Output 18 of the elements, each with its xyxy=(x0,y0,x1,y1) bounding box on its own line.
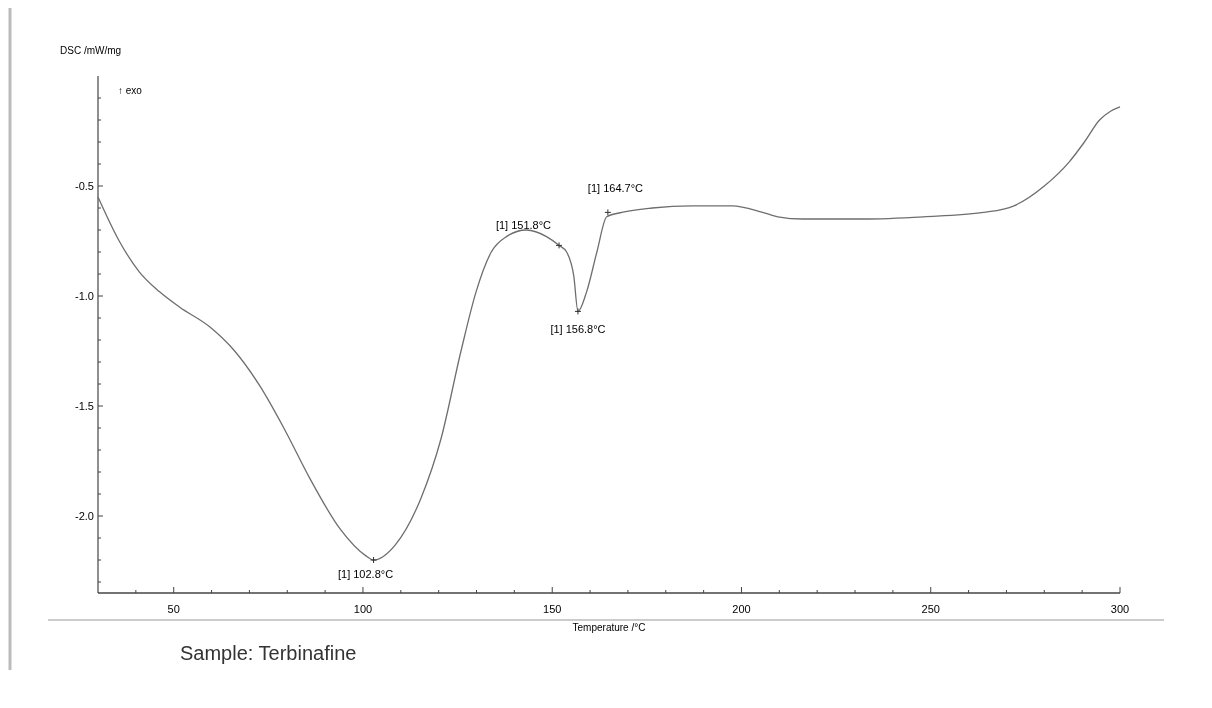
x-tick-label: 150 xyxy=(543,603,562,615)
text: Sample: Terbinafine xyxy=(180,642,357,664)
y-tick-label: -2.0 xyxy=(75,510,94,522)
y-tick-label: -1.5 xyxy=(75,400,94,412)
y-tick-label: -1.0 xyxy=(75,290,94,302)
x-tick-label: 300 xyxy=(1110,603,1130,615)
x-tick-label: 100 xyxy=(353,603,373,615)
x-tick-label: 250 xyxy=(921,603,940,615)
y-tick-label: -0.5 xyxy=(75,180,94,192)
annotation: [1] 102.8°C xyxy=(337,568,394,580)
y-axis-title: DSC /mW/mg xyxy=(60,45,122,56)
annotation: [1] 164.7°C xyxy=(587,182,644,195)
annotation: [1] 156.8°C xyxy=(550,323,606,336)
x-axis-title: Temperature /°C xyxy=(572,622,646,633)
x-tick-label: 200 xyxy=(732,603,751,615)
x-tick-label: 50 xyxy=(167,603,180,615)
annotation: [1] 151.8°C xyxy=(495,219,552,232)
annotation: ↑ exo xyxy=(118,85,143,96)
